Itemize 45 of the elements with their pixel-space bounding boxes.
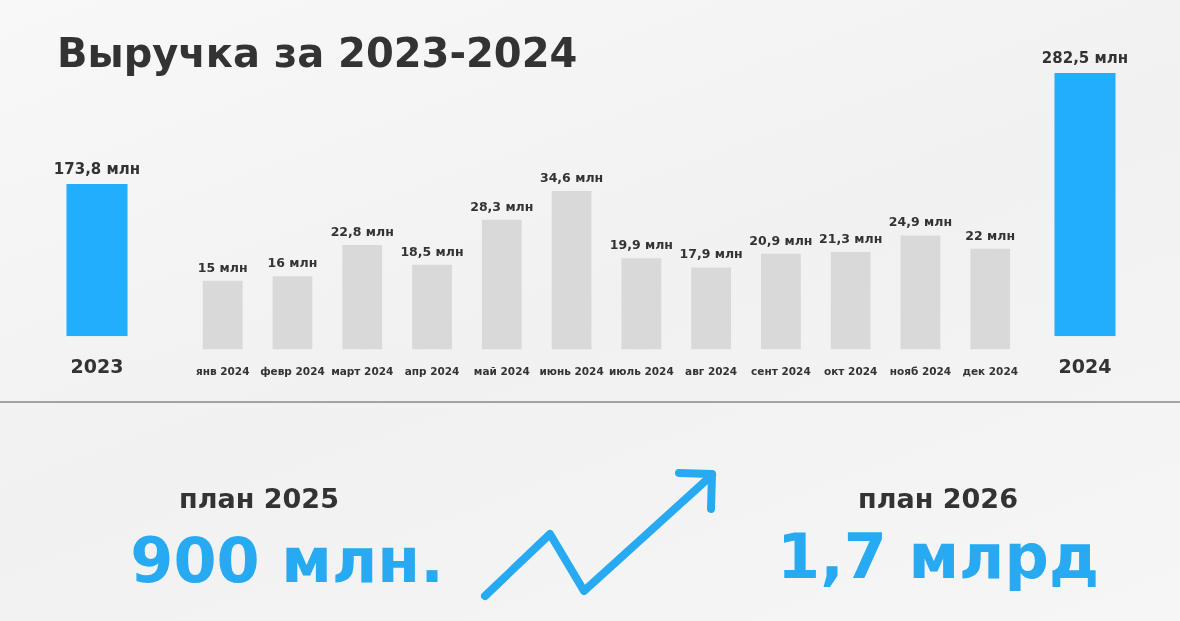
x-tick-label: февр 2024 (260, 365, 325, 378)
data-label: 16 млн (267, 255, 318, 271)
x-tick-label: май 2024 (473, 365, 530, 378)
data-label: 18,5 млн (400, 243, 464, 259)
x-tick-label: янв 2024 (195, 365, 250, 378)
x-tick-label: 2024 (1058, 354, 1112, 377)
bar (551, 191, 592, 350)
bar (900, 235, 941, 350)
text: Выручка за 2023-2024 (57, 30, 578, 76)
x-tick-label: июль 2024 (608, 365, 674, 378)
data-label: 15 млн (197, 259, 248, 275)
bar (202, 280, 243, 350)
x-tick-label: нояб 2024 (889, 365, 952, 378)
bar (342, 245, 383, 350)
data-label: 34,6 млн (539, 170, 604, 185)
x-tick-label: окт 2024 (824, 365, 878, 378)
x-tick-label: март 2024 (331, 365, 394, 378)
data-label: 24,9 млн (888, 214, 953, 230)
text: план 2026 (858, 483, 1018, 514)
bar (761, 253, 801, 350)
x-tick-label: 2023 (70, 354, 124, 377)
x-tick-label: авг 2024 (685, 365, 738, 378)
data-label: 17,9 млн (679, 246, 743, 262)
bar (830, 251, 871, 350)
bar (970, 248, 1011, 350)
data-label: 173,8 млн (53, 160, 141, 179)
data-label: 19,9 млн (609, 237, 673, 253)
bar (412, 264, 452, 350)
data-label: 28,3 млн (470, 198, 534, 214)
x-tick-label: апр 2024 (404, 365, 460, 378)
text: 900 млн. (130, 524, 444, 597)
data-label: 22,8 млн (330, 224, 394, 240)
bar (272, 276, 313, 350)
data-label: 21,3 млн (819, 230, 883, 246)
data-label: 282,5 млн (1041, 49, 1129, 68)
x-tick-label: дек 2024 (962, 365, 1019, 378)
data-label: 22 млн (965, 227, 1016, 243)
x-tick-label: сент 2024 (751, 365, 811, 378)
text: 1,7 млрд (777, 520, 1099, 593)
bar (691, 267, 732, 350)
bar (621, 258, 662, 350)
text: план 2025 (179, 483, 339, 514)
x-tick-label: июнь 2024 (539, 365, 604, 378)
data-label: 20,9 млн (749, 232, 813, 248)
bar (481, 219, 522, 350)
